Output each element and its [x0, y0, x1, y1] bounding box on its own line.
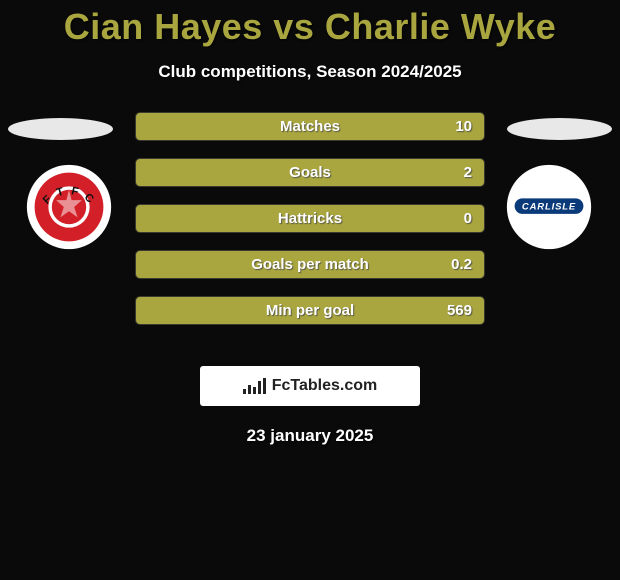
stat-label: Goals [289, 164, 331, 181]
stat-row-goals: Goals 2 [135, 158, 485, 187]
team-badge-right: CARLISLE [500, 164, 598, 250]
brand-logo: FcTables.com [200, 366, 420, 406]
stat-row-matches: Matches 10 [135, 112, 485, 141]
comparison-content: F T F C CARLISLE Matches 10 Goals 2 Hatt… [0, 112, 620, 372]
fleetwood-badge-icon: F T F C [20, 164, 118, 250]
stat-value: 0 [464, 210, 472, 227]
brand-text: FcTables.com [272, 377, 378, 395]
stat-row-mpg: Min per goal 569 [135, 296, 485, 325]
stat-label: Goals per match [251, 256, 369, 273]
carlisle-badge-icon: CARLISLE [500, 164, 598, 250]
stat-row-gpm: Goals per match 0.2 [135, 250, 485, 279]
header: Cian Hayes vs Charlie Wyke Club competit… [0, 0, 620, 82]
stat-label: Min per goal [266, 302, 354, 319]
stat-value: 10 [455, 118, 472, 135]
stats-container: Matches 10 Goals 2 Hattricks 0 Goals per… [135, 112, 485, 342]
team-badge-left: F T F C [20, 164, 118, 250]
page-subtitle: Club competitions, Season 2024/2025 [0, 62, 620, 82]
player-left-marker [8, 118, 113, 140]
chart-icon [243, 378, 266, 394]
stat-label: Matches [280, 118, 340, 135]
player-right-marker [507, 118, 612, 140]
stat-value: 0.2 [451, 256, 472, 273]
stat-row-hattricks: Hattricks 0 [135, 204, 485, 233]
svg-text:CARLISLE: CARLISLE [522, 202, 576, 213]
page-title: Cian Hayes vs Charlie Wyke [0, 6, 620, 48]
stat-label: Hattricks [278, 210, 342, 227]
stat-value: 569 [447, 302, 472, 319]
stat-value: 2 [464, 164, 472, 181]
footer-date: 23 january 2025 [0, 426, 620, 446]
